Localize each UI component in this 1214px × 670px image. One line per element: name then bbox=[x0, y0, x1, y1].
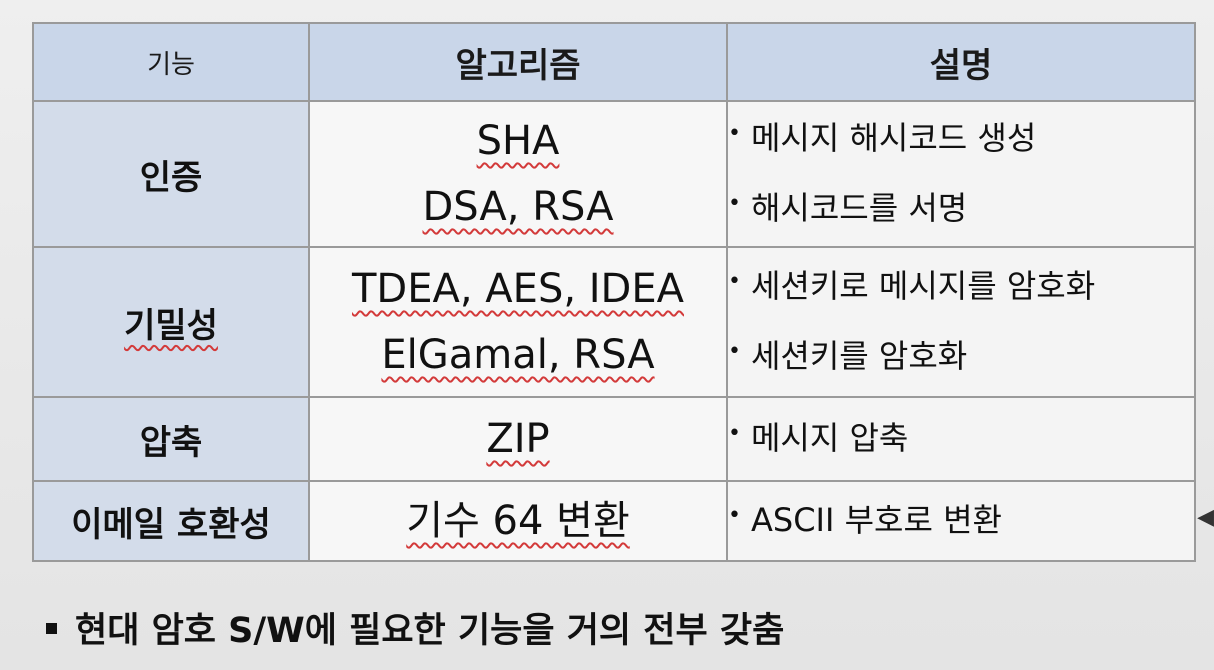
description-item: • 메시지 해시코드 생성 bbox=[728, 104, 1194, 174]
description-item: • 세션키로 메시지를 암호화 bbox=[728, 252, 1194, 322]
header-algorithm: 알고리즘 bbox=[308, 22, 728, 102]
description-cell: • 메시지 압축 bbox=[726, 396, 1196, 482]
table-row: 기밀성 TDEA, AES, IDEA ElGamal, RSA • 세션키로 메… bbox=[32, 246, 1196, 398]
table-row: 압축 ZIP • 메시지 압축 bbox=[32, 396, 1196, 482]
description-text: 세션키로 메시지를 암호화 bbox=[750, 267, 1096, 305]
function-label: 이메일 호환성 bbox=[71, 504, 271, 545]
description-item: • 메시지 압축 bbox=[728, 404, 1194, 474]
algorithm-cell: SHA DSA, RSA bbox=[308, 100, 728, 248]
algorithm-item: SHA bbox=[476, 118, 560, 164]
header-function: 기능 bbox=[32, 22, 310, 102]
cursor-arrow-icon: ◀ bbox=[1197, 505, 1214, 530]
description-item: • 세션키를 암호화 bbox=[728, 322, 1194, 392]
header-description: 설명 bbox=[726, 22, 1196, 102]
summary-note: 현대 암호 S/W에 필요한 기능을 거의 전부 갖춤 bbox=[46, 602, 784, 653]
description-text: 메시지 해시코드 생성 bbox=[750, 119, 1037, 157]
bullet-icon: • bbox=[728, 503, 741, 528]
bullet-icon: • bbox=[728, 269, 741, 294]
description-cell: • ASCII 부호로 변환 bbox=[726, 480, 1196, 562]
summary-text: 현대 암호 S/W에 필요한 기능을 거의 전부 갖춤 bbox=[75, 611, 785, 651]
algorithm-item: 기수 64 변환 bbox=[406, 498, 630, 544]
table-row: 이메일 호환성 기수 64 변환 • ASCII 부호로 변환 bbox=[32, 480, 1196, 562]
algorithm-item: TDEA, AES, IDEA bbox=[352, 266, 684, 312]
function-label: 기밀성 bbox=[124, 305, 218, 346]
description-text: 해시코드를 서명 bbox=[750, 189, 968, 227]
algorithm-item: DSA, RSA bbox=[422, 184, 614, 230]
pgp-function-table: 기능 알고리즘 설명 인증 SHA DSA, RSA • 메시지 해시코드 생성 … bbox=[32, 22, 1196, 562]
square-bullet-icon bbox=[46, 622, 57, 634]
function-cell: 인증 bbox=[32, 100, 310, 248]
bullet-icon: • bbox=[728, 191, 741, 216]
bullet-icon: • bbox=[728, 339, 741, 364]
algorithm-item: ElGamal, RSA bbox=[381, 332, 655, 378]
function-cell: 압축 bbox=[32, 396, 310, 482]
function-cell: 이메일 호환성 bbox=[32, 480, 310, 562]
table-row: 인증 SHA DSA, RSA • 메시지 해시코드 생성 • 해시코드를 서명 bbox=[32, 100, 1196, 248]
description-text: 메시지 압축 bbox=[750, 419, 909, 457]
description-cell: • 메시지 해시코드 생성 • 해시코드를 서명 bbox=[726, 100, 1196, 248]
algorithm-cell: ZIP bbox=[308, 396, 728, 482]
function-cell: 기밀성 bbox=[32, 246, 310, 398]
description-text: ASCII 부호로 변환 bbox=[750, 501, 1002, 539]
description-item: • ASCII 부호로 변환 bbox=[728, 486, 1194, 556]
function-label: 인증 bbox=[139, 157, 203, 198]
description-text: 세션키를 암호화 bbox=[750, 337, 968, 375]
bullet-icon: • bbox=[728, 421, 741, 446]
description-cell: • 세션키로 메시지를 암호화 • 세션키를 암호화 bbox=[726, 246, 1196, 398]
function-label: 압축 bbox=[139, 422, 203, 463]
table-header-row: 기능 알고리즘 설명 bbox=[32, 22, 1196, 102]
bullet-icon: • bbox=[728, 121, 741, 146]
algorithm-item: ZIP bbox=[486, 416, 550, 462]
description-item: • 해시코드를 서명 bbox=[728, 174, 1194, 244]
algorithm-cell: TDEA, AES, IDEA ElGamal, RSA bbox=[308, 246, 728, 398]
algorithm-cell: 기수 64 변환 bbox=[308, 480, 728, 562]
